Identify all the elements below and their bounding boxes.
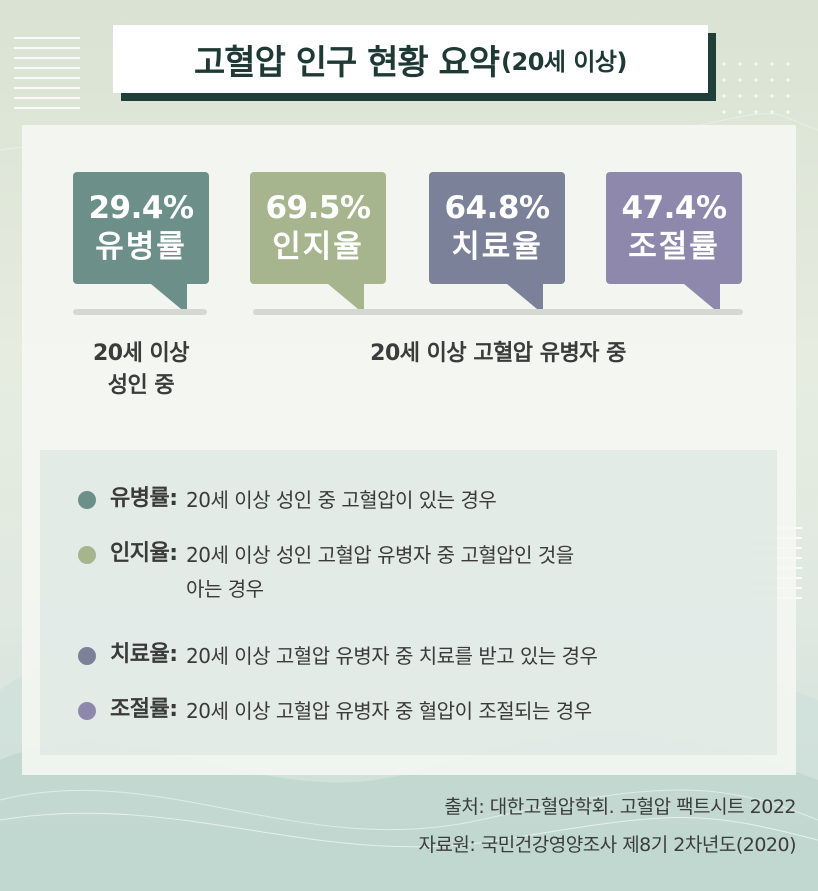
- stat-badge-prevalence: 29.4% 유병률: [73, 172, 209, 314]
- dot-grid-decoration-right: [722, 62, 790, 114]
- definitions-box: [40, 450, 777, 755]
- definition-desc: 20세 이상 성인 중 고혈압이 있는 경우: [186, 488, 497, 512]
- title-main: 고혈압 인구 현황 요약: [194, 42, 500, 83]
- caption-line: 20세 이상: [93, 341, 190, 366]
- colon: :: [169, 697, 179, 722]
- definition-term: 조절률: [110, 697, 170, 722]
- definition-item: 인지율: 20세 이상 성인 고혈압 유병자 중 고혈압인 것을 아는 경우: [78, 538, 586, 606]
- definition-item: 치료율: 20세 이상 고혈압 유병자 중 치료를 받고 있는 경우: [78, 639, 598, 673]
- stat-value: 69.5%: [265, 190, 371, 226]
- colon: :: [169, 642, 179, 667]
- definition-item: 조절률: 20세 이상 고혈압 유병자 중 혈압이 조절되는 경우: [78, 694, 592, 728]
- definition-desc: 20세 이상 성인 고혈압 유병자 중 고혈압인 것을 아는 경우: [186, 543, 574, 601]
- bullet-dot: [78, 491, 96, 509]
- stat-label: 유병률: [95, 229, 187, 265]
- bullet-dot: [78, 702, 96, 720]
- stat-value: 64.8%: [444, 190, 550, 226]
- definition-desc: 20세 이상 고혈압 유병자 중 치료를 받고 있는 경우: [186, 644, 598, 668]
- group-bar-left: [73, 309, 207, 315]
- definition-desc: 20세 이상 고혈압 유병자 중 혈압이 조절되는 경우: [186, 699, 592, 723]
- caption-adults: 20세 이상 성인 중: [58, 338, 224, 402]
- page-title: 고혈압 인구 현황 요약 (20세 이상): [113, 25, 708, 93]
- data-source: 자료원: 국민건강영양조사 제8기 2차년도(2020): [418, 834, 796, 856]
- bullet-dot: [78, 647, 96, 665]
- stat-label: 치료율: [451, 229, 543, 265]
- stat-value: 47.4%: [621, 190, 727, 226]
- stat-badge-awareness: 69.5% 인지율: [250, 172, 386, 314]
- caption-line: 성인 중: [107, 373, 175, 398]
- stat-badge-control: 47.4% 조절률: [606, 172, 742, 314]
- colon: :: [169, 486, 179, 511]
- bullet-dot: [78, 546, 96, 564]
- stat-label: 인지율: [272, 229, 364, 265]
- source-citation: 출처: 대한고혈압학회. 고혈압 팩트시트 2022: [444, 796, 796, 818]
- stat-badge-treatment: 64.8% 치료율: [429, 172, 565, 314]
- caption-patients: 20세 이상 고혈압 유병자 중: [370, 341, 626, 366]
- definition-term: 유병률: [110, 486, 170, 511]
- stat-label: 조절률: [628, 229, 720, 265]
- stat-value: 29.4%: [88, 190, 194, 226]
- definition-term: 인지율: [110, 541, 170, 566]
- definition-item: 유병률: 20세 이상 성인 중 고혈압이 있는 경우: [78, 483, 497, 517]
- stripe-decoration-left: [14, 37, 80, 109]
- colon: :: [169, 541, 179, 566]
- title-sub: (20세 이상): [501, 47, 627, 76]
- group-bar-right: [253, 309, 743, 315]
- definition-term: 치료율: [110, 642, 170, 667]
